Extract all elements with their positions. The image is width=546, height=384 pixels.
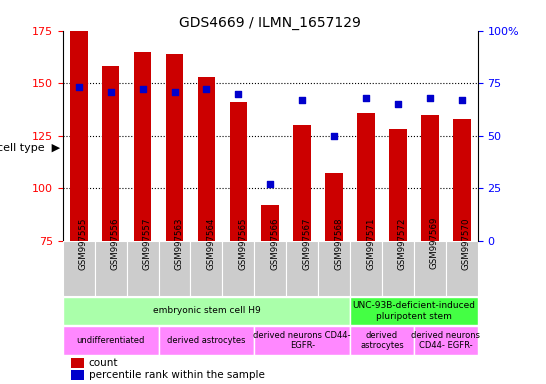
Point xyxy=(106,88,115,94)
Point xyxy=(394,101,402,107)
Bar xyxy=(414,326,478,355)
Point xyxy=(298,97,306,103)
Point xyxy=(425,95,434,101)
Bar xyxy=(229,102,247,240)
Text: GSM997572: GSM997572 xyxy=(398,217,407,270)
Text: GSM997570: GSM997570 xyxy=(462,217,471,270)
Text: GSM997563: GSM997563 xyxy=(175,217,183,270)
Point xyxy=(234,91,243,97)
Text: embryonic stem cell H9: embryonic stem cell H9 xyxy=(152,306,260,316)
Text: cell type  ▶: cell type ▶ xyxy=(0,143,60,153)
Text: count: count xyxy=(88,358,118,368)
Point xyxy=(458,97,466,103)
Bar xyxy=(453,119,471,240)
Bar xyxy=(166,54,183,240)
Point xyxy=(74,84,83,91)
Text: undifferentiated: undifferentiated xyxy=(76,336,145,345)
Bar xyxy=(158,240,191,296)
Text: GSM997571: GSM997571 xyxy=(366,217,375,270)
Bar xyxy=(350,240,382,296)
Point xyxy=(361,95,370,101)
Bar xyxy=(63,326,158,355)
Text: GSM997565: GSM997565 xyxy=(239,217,247,270)
Bar xyxy=(71,370,84,380)
Bar xyxy=(262,205,279,240)
Bar xyxy=(350,326,414,355)
Bar xyxy=(254,326,350,355)
Text: GSM997567: GSM997567 xyxy=(302,217,311,270)
Bar xyxy=(389,129,407,240)
Bar xyxy=(127,240,158,296)
Text: GSM997568: GSM997568 xyxy=(334,217,343,270)
Point xyxy=(202,86,211,93)
Title: GDS4669 / ILMN_1657129: GDS4669 / ILMN_1657129 xyxy=(179,16,361,30)
Point xyxy=(330,132,339,139)
Bar xyxy=(63,240,94,296)
Bar xyxy=(158,326,254,355)
Text: GSM997566: GSM997566 xyxy=(270,217,279,270)
Bar xyxy=(70,31,87,240)
Bar xyxy=(293,125,311,240)
Bar xyxy=(286,240,318,296)
Point xyxy=(138,86,147,93)
Text: percentile rank within the sample: percentile rank within the sample xyxy=(88,370,264,380)
Bar xyxy=(222,240,254,296)
Bar xyxy=(254,240,286,296)
Bar xyxy=(325,174,343,240)
Text: UNC-93B-deficient-induced
pluripotent stem: UNC-93B-deficient-induced pluripotent st… xyxy=(352,301,476,321)
Bar xyxy=(102,66,120,240)
Text: derived
astrocytes: derived astrocytes xyxy=(360,331,404,350)
Text: derived astrocytes: derived astrocytes xyxy=(167,336,246,345)
Text: derived neurons
CD44- EGFR-: derived neurons CD44- EGFR- xyxy=(411,331,480,350)
Bar xyxy=(191,240,222,296)
Bar xyxy=(414,240,446,296)
Text: GSM997557: GSM997557 xyxy=(143,217,152,270)
Text: derived neurons CD44-
EGFR-: derived neurons CD44- EGFR- xyxy=(253,331,351,350)
Bar xyxy=(318,240,350,296)
Bar xyxy=(446,240,478,296)
Text: GSM997564: GSM997564 xyxy=(206,217,216,270)
Text: GSM997569: GSM997569 xyxy=(430,217,439,270)
Point xyxy=(170,88,179,94)
Bar xyxy=(357,113,375,240)
Bar xyxy=(63,297,350,325)
Bar xyxy=(421,115,438,240)
Bar xyxy=(71,358,84,368)
Text: GSM997556: GSM997556 xyxy=(111,217,120,270)
Bar xyxy=(382,240,414,296)
Bar xyxy=(198,77,215,240)
Bar xyxy=(350,297,478,325)
Text: GSM997555: GSM997555 xyxy=(79,217,88,270)
Point xyxy=(266,181,275,187)
Bar xyxy=(94,240,127,296)
Bar xyxy=(134,52,151,240)
